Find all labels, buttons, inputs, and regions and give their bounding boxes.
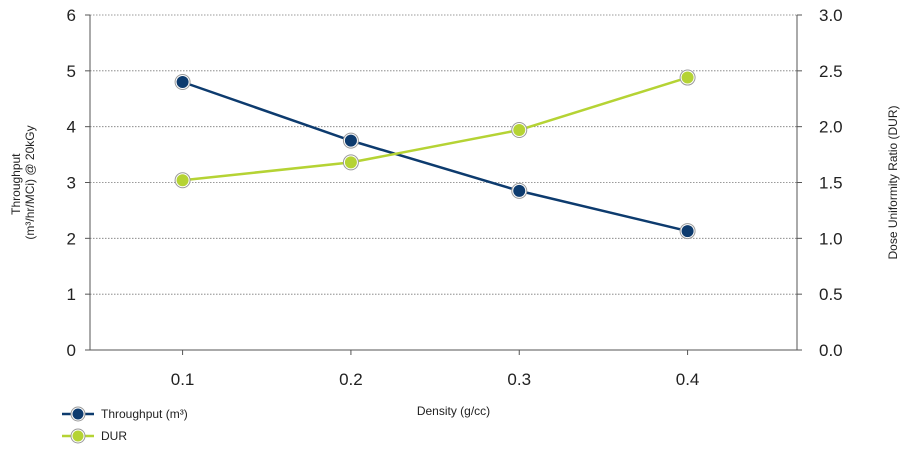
x-axis-title: Density (g/cc) xyxy=(417,404,490,418)
x-tick-label: 0.2 xyxy=(339,370,363,389)
left-tick-label: 4 xyxy=(67,118,76,137)
tick-labels: 0 1 2 3 4 5 6 0.0 0.5 1.0 1.5 2.0 2.5 3.0 0.1 0.2 0.3 0.4 xyxy=(67,6,843,389)
legend-item-throughput: Throughput (m³) xyxy=(62,406,188,422)
right-tick-label: 2.5 xyxy=(819,62,843,81)
left-tick-label: 2 xyxy=(67,229,76,248)
legend-label: Throughput (m³) xyxy=(101,407,188,421)
dur-point xyxy=(513,124,526,137)
left-tick-label: 3 xyxy=(67,174,76,193)
right-tick-label: 2.0 xyxy=(819,118,843,137)
throughput-point xyxy=(513,184,526,197)
right-tick-label: 1.0 xyxy=(819,229,843,248)
right-tick-label: 1.5 xyxy=(819,174,843,193)
x-tick-label: 0.4 xyxy=(676,370,700,389)
dur-series xyxy=(174,69,696,189)
throughput-point xyxy=(681,225,694,238)
throughput-point xyxy=(344,134,357,147)
dur-point xyxy=(681,71,694,84)
dur-point xyxy=(176,174,189,187)
dur-point xyxy=(344,156,357,169)
left-tick-label: 0 xyxy=(67,341,76,360)
right-tick-label: 3.0 xyxy=(819,6,843,25)
secondary-y-axis-title: Dose Uniformity Ratio (DUR) xyxy=(886,105,900,259)
left-tick-label: 5 xyxy=(67,62,76,81)
dur-line xyxy=(182,76,688,182)
throughput-line xyxy=(182,80,688,233)
y-axis-title-line-2: (m³/hr/MCi) @ 20kGy xyxy=(23,125,37,239)
legend-item-dur: DUR xyxy=(62,428,127,444)
left-tick-label: 1 xyxy=(67,285,76,304)
legend-marker xyxy=(72,430,84,442)
legend-label: DUR xyxy=(101,429,127,443)
gridlines xyxy=(90,14,797,295)
left-tick-label: 6 xyxy=(67,6,76,25)
right-tick-label: 0.5 xyxy=(819,285,843,304)
x-tick-label: 0.3 xyxy=(507,370,531,389)
legend-marker xyxy=(72,408,84,420)
y-axis-title-line-1: Throughput xyxy=(9,153,23,215)
series xyxy=(174,69,696,240)
throughput-series xyxy=(174,74,696,240)
right-tick-label: 0.0 xyxy=(819,341,843,360)
throughput-point xyxy=(176,76,189,88)
x-tick-label: 0.1 xyxy=(171,370,195,389)
y-axis-title: Throughput (m³/hr/MCi) @ 20kGy xyxy=(9,125,37,239)
legend: Throughput (m³) DUR xyxy=(62,406,188,444)
